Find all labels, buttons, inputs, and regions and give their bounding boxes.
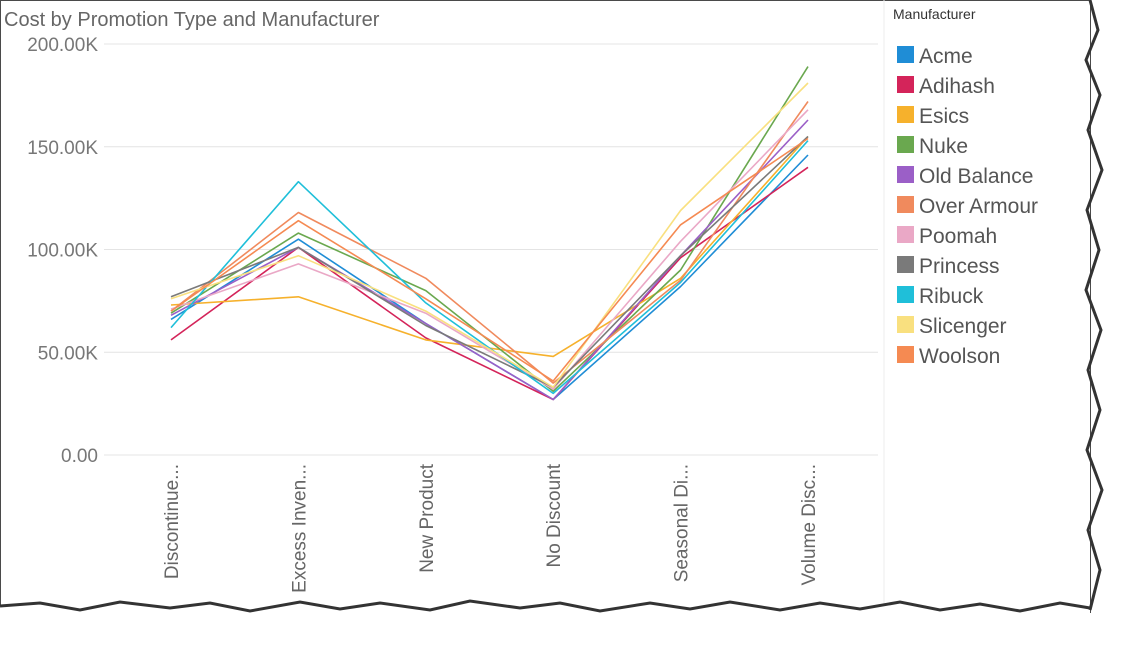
series-line-over-armour[interactable] xyxy=(170,101,809,384)
legend-item-slicenger[interactable]: Slicenger xyxy=(897,315,1007,338)
legend[interactable]: Acme Adihash Esics Nuke Old Balance Over Armo… xyxy=(897,45,1038,368)
y-tick-label: 150.00K xyxy=(27,138,98,159)
legend-swatch xyxy=(897,316,914,333)
legend-swatch xyxy=(897,106,914,123)
series-line-poomah[interactable] xyxy=(170,109,809,391)
series-line-slicenger[interactable] xyxy=(170,82,809,389)
legend-label: Slicenger xyxy=(919,315,1007,338)
legend-label: Ribuck xyxy=(919,285,984,308)
series-lines xyxy=(170,66,809,401)
series-line-princess[interactable] xyxy=(170,135,809,389)
torn-bottom-shadow xyxy=(0,599,1091,613)
legend-label: Acme xyxy=(919,45,973,68)
legend-item-princess[interactable]: Princess xyxy=(897,255,1000,278)
x-tick-label: Discontinue... xyxy=(162,464,183,579)
chart-title: Cost by Promotion Type and Manufacturer xyxy=(4,9,380,31)
legend-item-poomah[interactable]: Poomah xyxy=(897,225,997,248)
legend-swatch xyxy=(897,136,914,153)
legend-label: Woolson xyxy=(919,345,1000,368)
legend-item-nuke[interactable]: Nuke xyxy=(897,135,968,158)
y-tick-label: 0.00 xyxy=(61,446,98,467)
legend-label: Esics xyxy=(919,105,969,128)
legend-item-esics[interactable]: Esics xyxy=(897,105,969,128)
legend-label: Poomah xyxy=(919,225,997,248)
legend-item-ribuck[interactable]: Ribuck xyxy=(897,285,984,308)
legend-title: Manufacturer xyxy=(893,6,976,22)
y-tick-label: 50.00K xyxy=(38,343,99,364)
x-tick-label: Excess Inven... xyxy=(289,464,310,593)
legend-label: Over Armour xyxy=(919,195,1038,218)
legend-label: Old Balance xyxy=(919,165,1033,188)
torn-right-edge xyxy=(1084,0,1104,611)
x-tick-label: Volume Disc... xyxy=(799,464,820,585)
x-tick-label: New Product xyxy=(417,463,438,572)
x-axis: Discontinue... Excess Inven... New Product… xyxy=(162,463,820,593)
legend-swatch xyxy=(897,226,914,243)
legend-item-adihash[interactable]: Adihash xyxy=(897,75,995,98)
legend-item-over-armour[interactable]: Over Armour xyxy=(897,195,1038,218)
legend-item-acme[interactable]: Acme xyxy=(897,45,973,68)
legend-label: Princess xyxy=(919,255,1000,278)
y-tick-label: 100.00K xyxy=(27,241,98,262)
legend-swatch xyxy=(897,256,914,273)
legend-label: Nuke xyxy=(919,135,968,158)
y-tick-label: 200.00K xyxy=(27,35,98,56)
x-tick-label: No Discount xyxy=(544,463,565,567)
legend-item-woolson[interactable]: Woolson xyxy=(897,345,1000,368)
legend-swatch xyxy=(897,346,914,363)
series-line-ribuck[interactable] xyxy=(170,140,809,395)
legend-swatch xyxy=(897,196,914,213)
legend-swatch xyxy=(897,46,914,63)
x-tick-label: Seasonal Di... xyxy=(672,464,693,582)
series-line-woolson[interactable] xyxy=(170,137,809,382)
legend-swatch xyxy=(897,286,914,303)
y-axis: 0.00 50.00K 100.00K 150.00K 200.00K xyxy=(27,35,98,467)
legend-swatch xyxy=(897,76,914,93)
legend-swatch xyxy=(897,166,914,183)
legend-label: Adihash xyxy=(919,75,995,98)
legend-item-old-balance[interactable]: Old Balance xyxy=(897,165,1033,188)
series-line-old-balance[interactable] xyxy=(170,119,809,401)
torn-bottom-edge xyxy=(0,601,1090,647)
